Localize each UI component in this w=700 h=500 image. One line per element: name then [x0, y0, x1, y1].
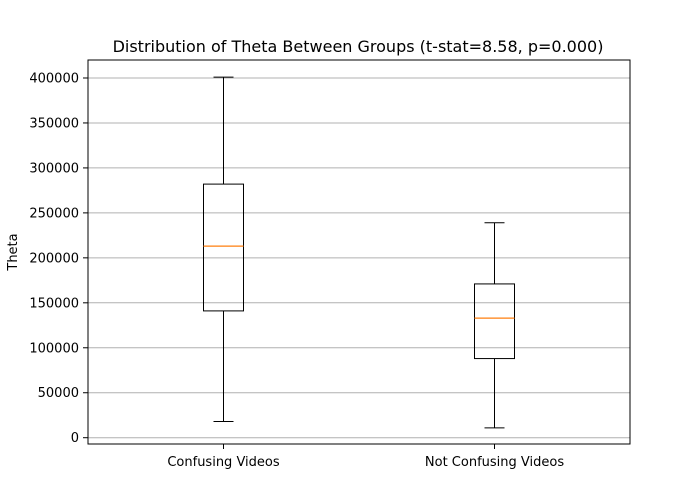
y-tick-label: 300000	[29, 161, 79, 176]
box-group	[203, 76, 244, 423]
plot-frame	[87, 59, 631, 445]
y-tick-label: 50000	[38, 386, 79, 401]
y-axis-label: Theta	[6, 233, 21, 271]
y-tick-label: 0	[71, 431, 79, 446]
x-tick-label: Not Confusing Videos	[425, 455, 564, 470]
iqr-box	[474, 283, 515, 360]
x-tick-label: Confusing Videos	[167, 455, 280, 470]
gridlines	[88, 77, 630, 439]
iqr-box	[203, 183, 244, 312]
chart-title: Distribution of Theta Between Groups (t-…	[113, 37, 604, 56]
y-tick-label: 100000	[29, 341, 79, 356]
y-tick-label: 200000	[29, 251, 79, 266]
box-group	[474, 222, 515, 429]
x-ticks: Confusing Videos Not Confusing Videos	[167, 444, 564, 470]
y-tick-label: 250000	[29, 206, 79, 221]
y-tick-label: 350000	[29, 116, 79, 131]
y-ticks: 0 50000 100000 150000 200000 250000 300000 3500…	[29, 71, 88, 446]
y-tick-label: 150000	[29, 296, 79, 311]
boxes	[203, 76, 515, 429]
y-tick-label: 400000	[29, 71, 79, 86]
